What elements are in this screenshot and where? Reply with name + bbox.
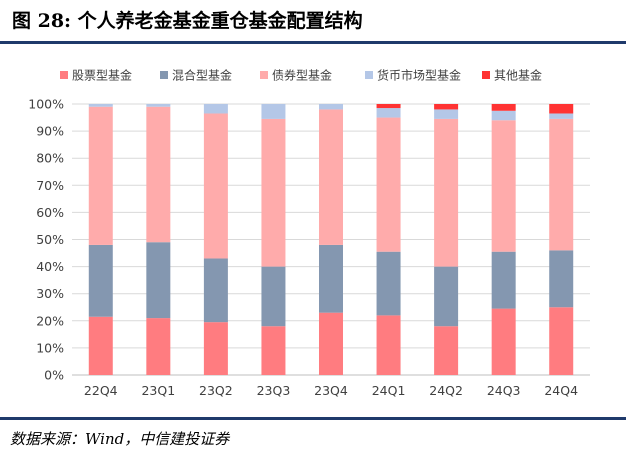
y-tick-label: 50% [36,232,64,247]
bar-segment [434,266,459,327]
bar-segment [549,307,574,375]
bar-segment [319,104,343,110]
legend-label: 股票型基金 [72,68,132,83]
bar-segment [88,316,113,375]
bar-segment [376,104,401,109]
bar-segment [434,104,459,110]
y-tick-label: 100% [28,97,64,112]
bar-segment [491,104,516,111]
bar-segment [203,113,228,259]
y-tick-label: 90% [36,124,64,139]
bar-segment [549,118,574,251]
bar-segment [491,110,516,121]
bar-segment [376,315,401,375]
bar-segment [319,109,343,245]
y-tick-label: 20% [36,313,64,328]
legend-label: 其他基金 [494,68,542,83]
legend-label: 债券型基金 [272,68,332,83]
x-tick-label: 24Q2 [429,383,463,398]
bar-segment [434,118,459,267]
legend-swatch [60,71,68,79]
bar-segment [319,312,343,375]
bar-segment [203,258,228,323]
legend-swatch [365,71,373,79]
x-axis-ticks: 22Q4 23Q1 23Q2 23Q3 23Q4 24Q1 24Q2 24Q3 24Q4 [84,383,578,398]
bar-segment [146,104,171,107]
x-tick-label: 23Q2 [199,383,233,398]
x-tick-label: 24Q1 [372,383,406,398]
bars [88,104,574,375]
bar-segment [376,108,401,118]
stacked-bar-chart: 股票型基金 混合型基金 债券型基金 货币市场型基金 其他基金 0% 10% 20% 30% 40… [28,68,590,398]
y-tick-label: 40% [36,259,64,274]
bar-segment [491,251,516,309]
x-tick-label: 23Q4 [314,383,348,398]
bar-segment [434,109,459,119]
bar-segment [261,118,286,267]
source-rule [0,417,626,420]
legend-label: 货币市场型基金 [377,68,461,83]
y-tick-label: 70% [36,178,64,193]
legend-label: 混合型基金 [172,68,232,83]
legend: 股票型基金 混合型基金 债券型基金 货币市场型基金 其他基金 [60,68,542,83]
legend-swatch [260,71,268,79]
bar-segment [88,106,113,245]
bar-segment [549,250,574,308]
bar-segment [434,326,459,375]
bar-segment [261,104,286,119]
bar-segment [88,104,113,107]
legend-swatch [482,71,490,79]
bar-segment [146,106,171,243]
x-tick-label: 22Q4 [84,383,118,398]
bar-segment [319,244,343,313]
y-tick-label: 60% [36,205,64,220]
bar-segment [376,117,401,252]
title-rule [0,41,626,44]
x-tick-label: 24Q4 [544,383,578,398]
bar-segment [88,244,113,317]
bar-segment [261,326,286,375]
bar-segment [146,242,171,319]
bar-segment [549,113,574,119]
y-tick-label: 30% [36,286,64,301]
y-tick-label: 10% [36,340,64,355]
bar-segment [549,104,574,114]
y-tick-label: 80% [36,151,64,166]
source-note: 数据来源：Wind，中信建投证券 [10,430,230,448]
legend-swatch [160,71,168,79]
x-tick-label: 24Q3 [487,383,521,398]
x-tick-label: 23Q1 [141,383,175,398]
y-axis-ticks: 0% 10% 20% 30% 40% 50% 60% 70% 80% 90% 100% [28,97,64,383]
bar-segment [376,251,401,316]
bar-segment [261,266,286,327]
y-tick-label: 0% [44,368,64,383]
bar-segment [203,322,228,375]
bar-segment [203,104,228,114]
bar-segment [146,318,171,375]
figure-title: 图 28: 个人养老金基金重仓基金配置结构 [12,10,363,32]
x-tick-label: 23Q3 [257,383,291,398]
bar-segment [491,308,516,375]
bar-segment [491,120,516,252]
